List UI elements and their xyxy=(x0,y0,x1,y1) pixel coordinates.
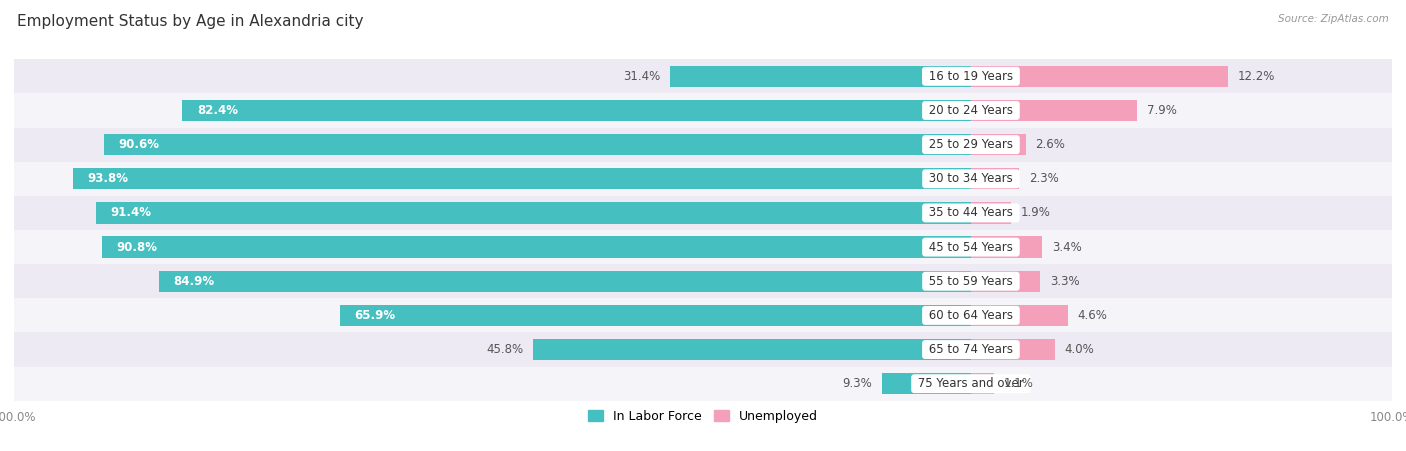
Bar xyxy=(972,100,1137,121)
Bar xyxy=(14,298,1392,332)
Text: 60 to 64 Years: 60 to 64 Years xyxy=(925,309,1017,322)
Bar xyxy=(882,373,972,394)
Bar xyxy=(972,202,1011,224)
Text: 4.6%: 4.6% xyxy=(1077,309,1107,322)
Text: 1.1%: 1.1% xyxy=(1004,377,1033,390)
Text: 45 to 54 Years: 45 to 54 Years xyxy=(925,240,1017,253)
Text: Employment Status by Age in Alexandria city: Employment Status by Age in Alexandria c… xyxy=(17,14,363,28)
Bar xyxy=(533,339,972,360)
Text: 7.9%: 7.9% xyxy=(1147,104,1177,117)
Text: 9.3%: 9.3% xyxy=(842,377,872,390)
Text: 75 Years and over: 75 Years and over xyxy=(914,377,1028,390)
Text: 93.8%: 93.8% xyxy=(87,172,129,185)
Text: 12.2%: 12.2% xyxy=(1237,70,1275,83)
Text: 55 to 59 Years: 55 to 59 Years xyxy=(925,275,1017,288)
Bar xyxy=(159,271,972,292)
Bar xyxy=(340,305,972,326)
Text: 30 to 34 Years: 30 to 34 Years xyxy=(925,172,1017,185)
Bar xyxy=(103,236,972,258)
Text: Source: ZipAtlas.com: Source: ZipAtlas.com xyxy=(1278,14,1389,23)
Bar xyxy=(671,66,972,87)
Bar xyxy=(14,367,1392,401)
Bar xyxy=(972,305,1067,326)
Text: 16 to 19 Years: 16 to 19 Years xyxy=(925,70,1017,83)
Bar xyxy=(104,134,972,155)
Bar xyxy=(972,66,1227,87)
Bar xyxy=(14,128,1392,162)
Bar xyxy=(14,264,1392,298)
Bar xyxy=(972,271,1040,292)
Text: 3.4%: 3.4% xyxy=(1052,240,1081,253)
Legend: In Labor Force, Unemployed: In Labor Force, Unemployed xyxy=(583,405,823,428)
Text: 91.4%: 91.4% xyxy=(111,207,152,220)
Bar xyxy=(14,162,1392,196)
Bar xyxy=(14,230,1392,264)
Bar xyxy=(73,168,972,189)
Text: 65 to 74 Years: 65 to 74 Years xyxy=(925,343,1017,356)
Text: 65.9%: 65.9% xyxy=(354,309,396,322)
Bar xyxy=(972,373,994,394)
Text: 2.6%: 2.6% xyxy=(1035,138,1066,151)
Text: 4.0%: 4.0% xyxy=(1064,343,1094,356)
Bar xyxy=(972,236,1042,258)
Bar xyxy=(972,339,1054,360)
Text: 31.4%: 31.4% xyxy=(624,70,661,83)
Text: 3.3%: 3.3% xyxy=(1050,275,1080,288)
Text: 35 to 44 Years: 35 to 44 Years xyxy=(925,207,1017,220)
Bar xyxy=(14,59,1392,93)
Bar xyxy=(972,134,1025,155)
Text: 1.9%: 1.9% xyxy=(1021,207,1050,220)
Bar xyxy=(183,100,972,121)
Text: 25 to 29 Years: 25 to 29 Years xyxy=(925,138,1017,151)
Bar xyxy=(14,196,1392,230)
Text: 82.4%: 82.4% xyxy=(197,104,238,117)
Text: 90.8%: 90.8% xyxy=(117,240,157,253)
Text: 45.8%: 45.8% xyxy=(486,343,523,356)
Bar xyxy=(97,202,972,224)
Text: 84.9%: 84.9% xyxy=(173,275,214,288)
Text: 20 to 24 Years: 20 to 24 Years xyxy=(925,104,1017,117)
Bar xyxy=(972,168,1019,189)
Text: 2.3%: 2.3% xyxy=(1029,172,1059,185)
Bar xyxy=(14,93,1392,128)
Text: 90.6%: 90.6% xyxy=(118,138,159,151)
Bar xyxy=(14,332,1392,367)
